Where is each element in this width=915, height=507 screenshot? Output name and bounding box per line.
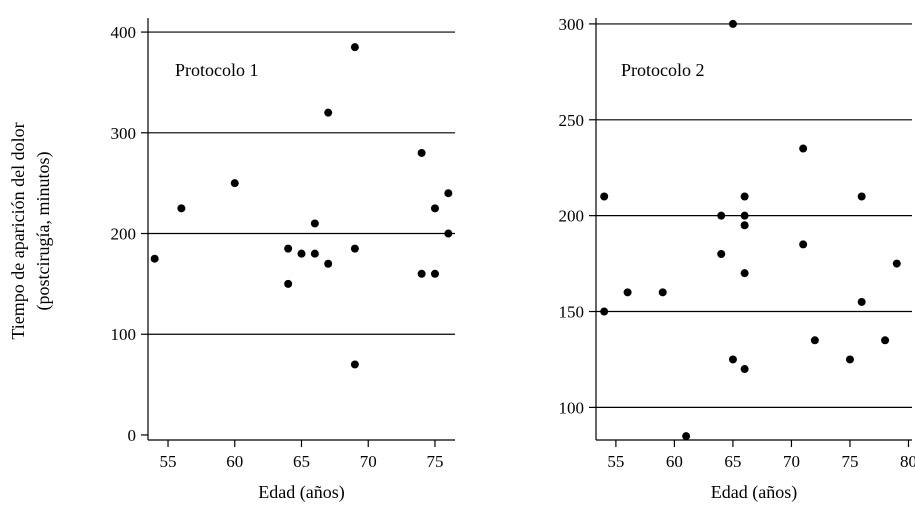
data-point [658,288,667,297]
y-tick-label: 200 [111,225,137,244]
x-tick-label: 55 [160,452,177,471]
panel-protocolo-1: 0 100 200 300 400 55 60 65 70 75 Protocolo 1 Edad (… [111,18,455,503]
data-point [350,244,359,253]
y-tick-label: 100 [559,398,585,417]
data-point [892,259,901,268]
x-tick-label: 60 [226,452,243,471]
y-tick-label: 250 [559,111,585,130]
x-tick-label: 60 [666,452,683,471]
data-point [740,221,749,230]
data-point [324,259,333,268]
panel-title: Protocolo 2 [621,60,705,80]
data-point [623,288,632,297]
data-point [740,211,749,220]
y-tick-label: 0 [128,426,137,445]
data-point [740,269,749,278]
y-axis-label-line: Tiempo de aparición del dolor [8,122,28,339]
data-point [799,240,808,249]
x-tick-label: 55 [607,452,624,471]
x-tick-label: 65 [293,452,310,471]
data-point [600,192,609,201]
x-axis-label: Edad (años) [258,482,344,503]
data-point [230,179,239,188]
panel-protocolo-2: 100 150 200 250 300 55 60 65 70 75 80 Protocolo 2 Ed… [559,15,915,503]
data-point [740,192,749,201]
data-point [444,229,453,238]
data-point [417,148,426,157]
y-tick-label: 300 [111,124,137,143]
data-point [444,189,453,198]
data-point [310,249,319,258]
data-point [728,355,737,364]
data-point [297,249,306,258]
x-tick-label: 70 [360,452,377,471]
data-point [881,336,890,345]
data-point [150,254,159,263]
data-point [350,360,359,369]
y-tick-label: 150 [559,303,585,322]
data-point [717,211,726,220]
data-point [810,336,819,345]
data-point [350,43,359,52]
data-point [324,108,333,117]
x-tick-label: 80 [900,452,915,471]
panel-title: Protocolo 1 [175,60,259,80]
y-tick-label: 200 [559,207,585,226]
data-point [430,204,439,213]
data-point [284,244,293,253]
data-point [430,269,439,278]
data-point [600,307,609,316]
y-axis-label-line: (postcirugía, minutos) [33,152,54,311]
data-point [857,297,866,306]
x-axis-label: Edad (años) [711,482,797,503]
data-point [845,355,854,364]
x-tick-label: 65 [724,452,741,471]
y-tick-label: 400 [111,23,137,42]
data-point [417,269,426,278]
data-point [717,250,726,259]
y-axis-label: Tiempo de aparición del dolor (postcirugí… [8,122,54,339]
x-tick-label: 75 [841,452,858,471]
x-tick-label: 75 [426,452,443,471]
data-point [682,432,691,441]
data-point [857,192,866,201]
y-tick-label: 300 [559,15,585,34]
data-point [310,219,319,228]
data-point [284,279,293,288]
y-tick-label: 100 [111,325,137,344]
x-tick-label: 70 [783,452,800,471]
data-point [799,144,808,153]
data-point [740,365,749,374]
data-point [177,204,186,213]
data-point [728,19,737,28]
